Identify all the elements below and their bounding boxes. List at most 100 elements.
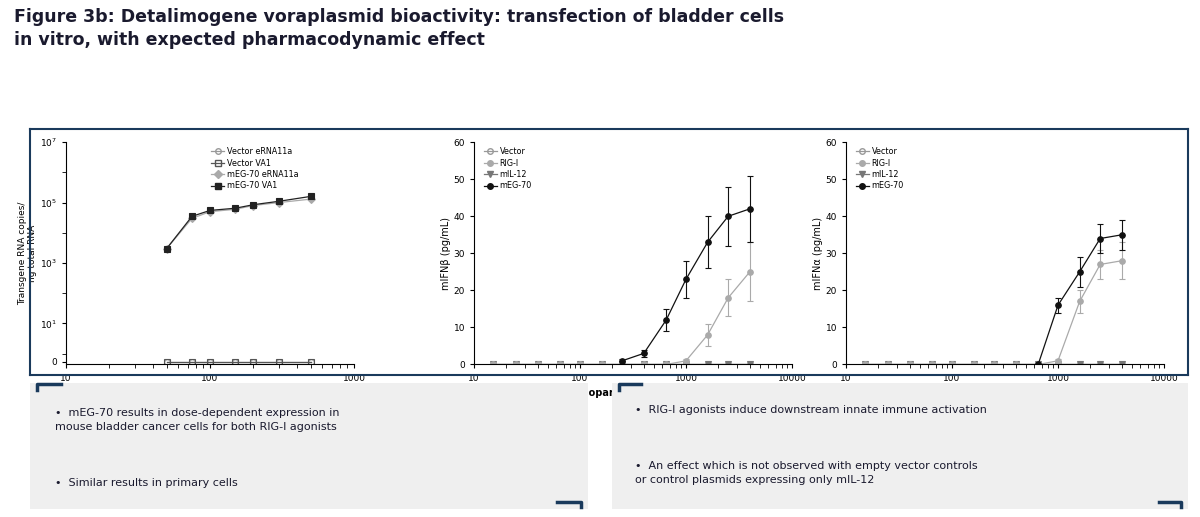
Y-axis label: Transgene RNA copies/
ng total RNA: Transgene RNA copies/ ng total RNA — [18, 202, 37, 305]
mEG-70 VA1 — [203, 207, 217, 214]
Vector VA1 — [304, 359, 318, 365]
Text: •  mEG-70 results in dose-dependent expression in
mouse bladder cancer cells for: • mEG-70 results in dose-dependent expre… — [55, 408, 340, 432]
Text: Figure 3b: Detalimogene voraplasmid bioactivity: transfection of bladder cells
i: Figure 3b: Detalimogene voraplasmid bioa… — [14, 8, 785, 49]
Vector — [509, 361, 523, 368]
mIL-12 — [1115, 361, 1129, 368]
mIL-12 — [509, 361, 523, 368]
mIL-12 — [637, 361, 652, 368]
Line: Vector: Vector — [862, 362, 1124, 367]
mEG-70 VA1 — [185, 213, 199, 219]
mEG-70 VA1 — [160, 246, 174, 252]
Vector — [1093, 361, 1108, 368]
Vector — [553, 361, 568, 368]
mIL-12 — [902, 361, 917, 368]
mEG-70 VA1 — [246, 202, 260, 208]
mIL-12 — [553, 361, 568, 368]
mIL-12 — [986, 361, 1001, 368]
mIL-12 — [743, 361, 757, 368]
Text: •  RIG-I agonists induce downstream innate immune activation: • RIG-I agonists induce downstream innat… — [635, 405, 986, 415]
Vector — [721, 361, 736, 368]
Vector eRNA11a — [304, 359, 318, 365]
X-axis label: Nanoparticle (ng pDNA): Nanoparticle (ng pDNA) — [144, 388, 276, 398]
Line: mEG-70 VA1: mEG-70 VA1 — [164, 194, 313, 251]
Vector — [701, 361, 715, 368]
Vector VA1 — [185, 359, 199, 365]
Vector VA1 — [203, 359, 217, 365]
mIL-12 — [1073, 361, 1087, 368]
Vector — [659, 361, 673, 368]
Legend: Vector, RIG-I, mIL-12, mEG-70: Vector, RIG-I, mIL-12, mEG-70 — [853, 144, 907, 194]
mIL-12 — [1051, 361, 1066, 368]
Legend: Vector, RIG-I, mIL-12, mEG-70: Vector, RIG-I, mIL-12, mEG-70 — [481, 144, 535, 194]
mIL-12 — [858, 361, 872, 368]
Line: Vector VA1: Vector VA1 — [164, 359, 313, 365]
Vector — [966, 361, 980, 368]
mEG-70 eRNA11a — [228, 206, 242, 212]
Vector — [486, 361, 500, 368]
Vector VA1 — [160, 359, 174, 365]
Vector — [637, 361, 652, 368]
Y-axis label: mIFNβ (pg/mL): mIFNβ (pg/mL) — [440, 217, 451, 290]
mIL-12 — [572, 361, 587, 368]
mEG-70 eRNA11a — [246, 202, 260, 208]
mIL-12 — [614, 361, 629, 368]
Text: •  Similar results in primary cells: • Similar results in primary cells — [55, 478, 238, 488]
mEG-70 eRNA11a — [160, 246, 174, 252]
Vector eRNA11a — [271, 359, 286, 365]
Vector — [1009, 361, 1024, 368]
Vector VA1 — [246, 359, 260, 365]
mIL-12 — [530, 361, 545, 368]
mIL-12 — [701, 361, 715, 368]
mIL-12 — [721, 361, 736, 368]
Vector eRNA11a — [185, 359, 199, 365]
mIL-12 — [944, 361, 959, 368]
mEG-70 VA1 — [228, 205, 242, 211]
Vector — [925, 361, 940, 368]
mIL-12 — [966, 361, 980, 368]
Vector — [944, 361, 959, 368]
mEG-70 eRNA11a — [203, 208, 217, 215]
mIL-12 — [1031, 361, 1045, 368]
X-axis label: Nanoparticle (ng pDNA): Nanoparticle (ng pDNA) — [940, 388, 1070, 398]
Vector — [594, 361, 608, 368]
mIL-12 — [925, 361, 940, 368]
mIL-12 — [1093, 361, 1108, 368]
mEG-70 eRNA11a — [185, 215, 199, 221]
Vector — [902, 361, 917, 368]
Line: Vector: Vector — [490, 362, 752, 367]
Vector — [743, 361, 757, 368]
mIL-12 — [594, 361, 608, 368]
Vector — [858, 361, 872, 368]
Line: Vector eRNA11a: Vector eRNA11a — [164, 359, 313, 365]
mEG-70 eRNA11a — [304, 196, 318, 202]
mIL-12 — [881, 361, 895, 368]
mEG-70 eRNA11a — [271, 200, 286, 206]
mIL-12 — [486, 361, 500, 368]
Vector VA1 — [271, 359, 286, 365]
Vector — [1051, 361, 1066, 368]
Vector — [679, 361, 694, 368]
Y-axis label: mIFNα (pg/mL): mIFNα (pg/mL) — [812, 217, 823, 290]
Line: mIL-12: mIL-12 — [490, 362, 752, 367]
Vector VA1 — [228, 359, 242, 365]
Vector — [572, 361, 587, 368]
Vector — [1073, 361, 1087, 368]
mIL-12 — [679, 361, 694, 368]
Vector — [530, 361, 545, 368]
Vector eRNA11a — [228, 359, 242, 365]
mIL-12 — [659, 361, 673, 368]
Vector — [881, 361, 895, 368]
Vector — [1031, 361, 1045, 368]
X-axis label: Nanoparticle (ng pDNA): Nanoparticle (ng pDNA) — [568, 388, 698, 398]
Text: •  An effect which is not observed with empty vector controls
or control plasmid: • An effect which is not observed with e… — [635, 461, 978, 485]
Line: mEG-70 eRNA11a: mEG-70 eRNA11a — [164, 196, 313, 251]
Vector — [614, 361, 629, 368]
mEG-70 VA1 — [304, 193, 318, 200]
Vector — [1115, 361, 1129, 368]
mIL-12 — [1009, 361, 1024, 368]
Vector eRNA11a — [246, 359, 260, 365]
Vector — [986, 361, 1001, 368]
Vector eRNA11a — [160, 359, 174, 365]
Vector eRNA11a — [203, 359, 217, 365]
mEG-70 VA1 — [271, 198, 286, 204]
